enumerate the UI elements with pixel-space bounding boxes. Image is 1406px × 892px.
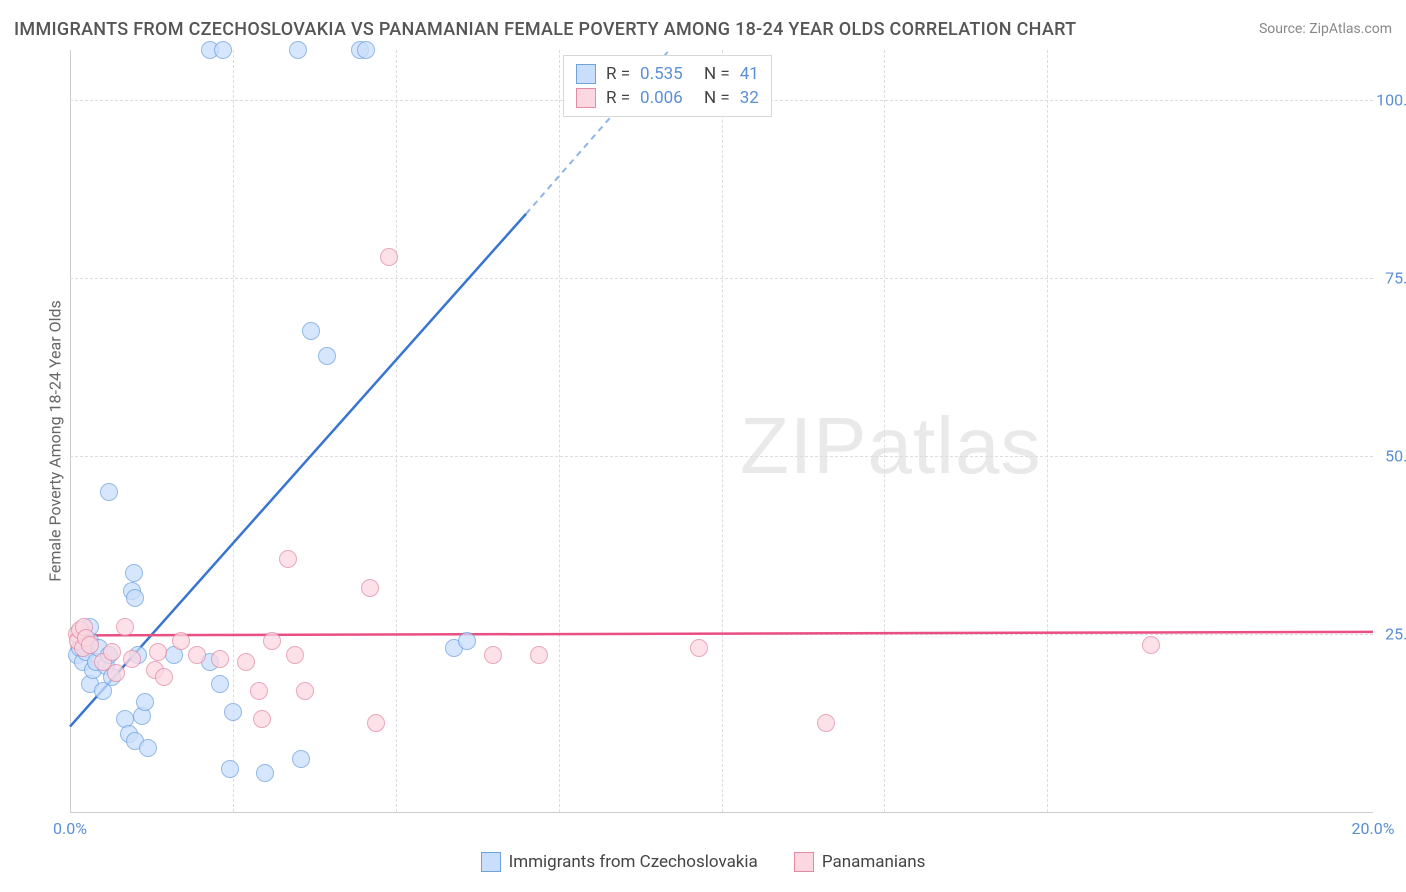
watermark-a: ZIP (740, 401, 867, 490)
header: IMMIGRANTS FROM CZECHOSLOVAKIA VS PANAMA… (14, 14, 1392, 44)
data-point (318, 347, 336, 365)
series-legend: Immigrants from Czechoslovakia Panamanian… (0, 852, 1406, 877)
data-point (155, 668, 173, 686)
correlation-legend: R = 0.535 N = 41 R = 0.006 N = 32 (563, 55, 772, 117)
data-point (253, 710, 271, 728)
data-point (286, 646, 304, 664)
legend-swatch (576, 88, 596, 108)
data-point (107, 664, 125, 682)
data-point (263, 632, 281, 650)
data-point (103, 643, 121, 661)
data-point (357, 41, 375, 59)
data-point (817, 714, 835, 732)
data-point (1142, 636, 1160, 654)
legend-n-label: N = (704, 88, 730, 108)
data-point (458, 632, 476, 650)
data-point (237, 653, 255, 671)
legend-swatch (794, 852, 814, 872)
data-point (136, 693, 154, 711)
data-point (367, 714, 385, 732)
y-tick-label: 25.0% (1385, 624, 1406, 643)
legend-r-value: 0.006 (640, 88, 694, 108)
legend-n-label: N = (704, 64, 730, 84)
data-point (302, 322, 320, 340)
legend-r-label: R = (606, 88, 630, 108)
data-point (250, 682, 268, 700)
legend-item: Panamanians (794, 852, 926, 872)
data-point (690, 639, 708, 657)
data-point (224, 703, 242, 721)
legend-r-value: 0.535 (640, 64, 694, 84)
data-point (484, 646, 502, 664)
legend-r-label: R = (606, 64, 630, 84)
data-point (256, 764, 274, 782)
data-point (123, 650, 141, 668)
y-tick-label: 100.0% (1376, 90, 1406, 109)
y-tick-label: 50.0% (1385, 446, 1406, 465)
data-point (81, 636, 99, 654)
legend-swatch (576, 64, 596, 84)
data-point (100, 483, 118, 501)
data-point (149, 643, 167, 661)
watermark: ZIPatlas (740, 400, 1041, 492)
legend-row: R = 0.006 N = 32 (576, 86, 759, 110)
x-tick-label: 20.0% (1352, 819, 1395, 838)
legend-item: Immigrants from Czechoslovakia (481, 852, 758, 872)
data-point (139, 739, 157, 757)
data-point (279, 550, 297, 568)
x-tick-label: 0.0% (53, 819, 87, 838)
legend-n-value: 41 (740, 64, 759, 84)
series-name: Panamanians (822, 852, 926, 872)
data-point (116, 618, 134, 636)
data-point (214, 41, 232, 59)
data-point (289, 41, 307, 59)
data-point (211, 675, 229, 693)
legend-row: R = 0.535 N = 41 (576, 62, 759, 86)
series-name: Immigrants from Czechoslovakia (509, 852, 758, 872)
watermark-b: atlas (867, 401, 1041, 490)
y-axis-label: Female Poverty Among 18-24 Year Olds (46, 300, 65, 582)
data-point (292, 750, 310, 768)
legend-swatch (481, 852, 501, 872)
data-point (172, 632, 190, 650)
data-point (126, 589, 144, 607)
data-point (188, 646, 206, 664)
chart-title: IMMIGRANTS FROM CZECHOSLOVAKIA VS PANAMA… (14, 19, 1076, 40)
data-point (125, 564, 143, 582)
data-point (361, 579, 379, 597)
scatter-plot: Female Poverty Among 18-24 Year Olds ZIP… (55, 50, 1373, 832)
legend-n-value: 32 (740, 88, 759, 108)
data-point (530, 646, 548, 664)
source-attribution: Source: ZipAtlas.com (1259, 21, 1392, 37)
data-point (380, 248, 398, 266)
y-tick-label: 75.0% (1385, 268, 1406, 287)
data-point (296, 682, 314, 700)
data-point (221, 760, 239, 778)
data-point (211, 650, 229, 668)
